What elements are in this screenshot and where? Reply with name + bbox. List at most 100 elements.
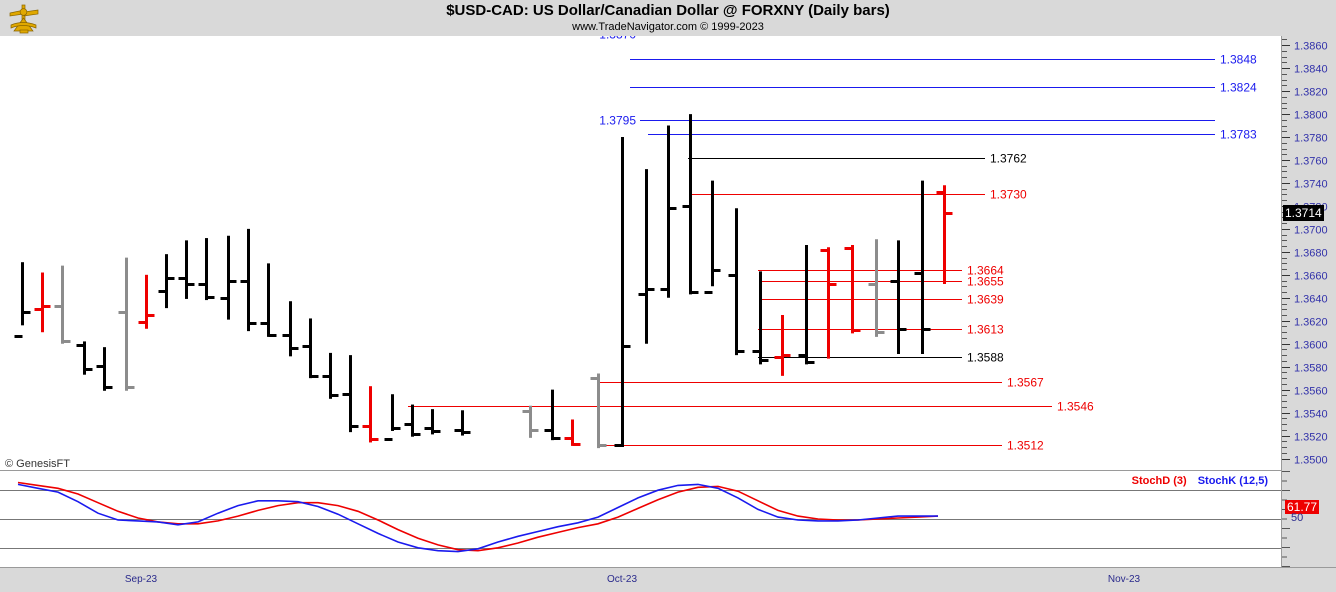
- ohlc-bar: [322, 352, 339, 399]
- ohlc-bar: [728, 208, 745, 356]
- ohlc-bar: [260, 263, 277, 337]
- price-tick-label: 1.3500: [1294, 455, 1328, 467]
- level-label: 1.3730: [990, 188, 1027, 202]
- stochk-line: [17, 483, 938, 553]
- level-label: 1.3512: [1007, 439, 1044, 453]
- level-label: 1.3588: [967, 351, 1004, 365]
- price-tick-label: 1.3620: [1294, 317, 1328, 329]
- price-tick-label: 1.3560: [1294, 386, 1328, 398]
- ohlc-bar: [798, 244, 815, 365]
- level-line: 1.3613: [758, 323, 1004, 337]
- price-tick-label: 1.3600: [1294, 340, 1328, 352]
- ohlc-bar: [614, 137, 631, 448]
- level-label: 1.3795: [599, 114, 636, 128]
- level-label: 1.3848: [1220, 53, 1257, 67]
- price-tick-label: 1.3680: [1294, 248, 1328, 260]
- level-line: 1.3762: [688, 152, 1027, 166]
- price-chart-svg: 1.3870 1.3848 1.3824 1.3795 1.3783 1.3762 1.37…: [14, 36, 1257, 453]
- stochastic-legend: StochD (3) StochK (12,5): [1132, 475, 1268, 487]
- genesis-surveyor-logo-icon: [4, 1, 44, 35]
- level-line: 1.3783: [648, 128, 1257, 142]
- price-tick-label: 1.3640: [1294, 294, 1328, 306]
- ohlc-bar: [198, 238, 215, 301]
- ohlc-bar: [14, 262, 31, 338]
- ohlc-bar: [522, 405, 539, 438]
- level-line: 1.3655: [760, 275, 1004, 289]
- level-line: 1.3639: [760, 293, 1004, 307]
- date-axis: Sep-23 Oct-23 Nov-23: [0, 567, 1336, 592]
- ohlc-bar: [76, 341, 93, 375]
- price-axis[interactable]: 1.3860 1.3840 1.3820 1.3800 1.3780 1.3760 1.37…: [1281, 36, 1336, 567]
- ohlc-bar: [590, 373, 607, 449]
- ohlc-bar: [660, 125, 677, 298]
- ohlc-bar: [220, 235, 237, 320]
- price-tick-label: 1.3860: [1294, 41, 1328, 53]
- ohlc-bar: [240, 228, 257, 332]
- ohlc-bar: [868, 239, 885, 337]
- level-label: 1.3870: [599, 36, 636, 42]
- level-line: 1.3824: [630, 81, 1257, 95]
- date-tick-label: Nov-23: [1107, 574, 1141, 585]
- ohlc-bar: [138, 274, 155, 329]
- stochd-legend-label: StochD (3): [1131, 475, 1187, 487]
- ohlc-bar: [54, 265, 71, 344]
- date-tick-label: Oct-23: [606, 574, 638, 585]
- level-line: 1.3870: [599, 36, 636, 42]
- price-tick-label: 1.3520: [1294, 432, 1328, 444]
- level-line: 1.3567: [598, 376, 1044, 390]
- ohlc-bar: [752, 271, 769, 365]
- price-axis-svg: 1.3860 1.3840 1.3820 1.3800 1.3780 1.3760 1.37…: [1282, 39, 1328, 567]
- level-line: 1.3848: [630, 53, 1257, 67]
- level-label: 1.3655: [967, 275, 1004, 289]
- price-tick-label: 1.3800: [1294, 110, 1328, 122]
- date-tick-label: Sep-23: [124, 574, 158, 585]
- level-line: 1.3546: [408, 400, 1094, 414]
- chart-header: $USD-CAD: US Dollar/Canadian Dollar @ FO…: [0, 0, 1336, 36]
- ohlc-bar: [454, 410, 471, 436]
- ohlc-bar: [936, 185, 953, 284]
- ohlc-bar: [704, 180, 721, 294]
- price-tick-label: 1.3760: [1294, 156, 1328, 168]
- level-line: 1.3664: [758, 264, 1004, 278]
- chart-subtitle: www.TradeNavigator.com © 1999-2023: [572, 21, 764, 33]
- ohlc-bar: [96, 347, 113, 391]
- price-tick-label: 1.3700: [1294, 225, 1328, 237]
- ohlc-bar: [424, 409, 441, 435]
- price-chart-pane[interactable]: 1.3870 1.3848 1.3824 1.3795 1.3783 1.3762 1.37…: [0, 36, 1281, 471]
- stochastic-pane[interactable]: [0, 471, 1281, 567]
- watermark: © GenesisFT: [5, 458, 70, 470]
- level-line: 1.3588: [758, 351, 1004, 365]
- ohlc-bar: [638, 169, 655, 344]
- ohlc-bar: [564, 419, 581, 446]
- ohlc-bar: [302, 318, 319, 379]
- level-label: 1.3664: [967, 264, 1004, 278]
- level-label: 1.3639: [967, 293, 1004, 307]
- price-tick-label: 1.3580: [1294, 363, 1328, 375]
- level-label: 1.3783: [1220, 128, 1257, 142]
- current-price-badge: 1.3714: [1283, 204, 1324, 221]
- ohlc-bar: [362, 386, 379, 443]
- ohlc-bar: [158, 254, 175, 309]
- stochastic-mid-label: 50: [1291, 512, 1304, 524]
- level-line: 1.3730: [690, 188, 1027, 202]
- ohlc-bar: [118, 257, 135, 391]
- stochd-line: [17, 481, 939, 552]
- level-label: 1.3824: [1220, 81, 1257, 95]
- ohlc-bar: [342, 355, 359, 433]
- ohlc-bar: [914, 180, 931, 355]
- price-tick-label: 1.3780: [1294, 133, 1328, 145]
- price-tick-label: 1.3740: [1294, 179, 1328, 191]
- stochastic-svg: [0, 481, 1281, 553]
- ohlc-bar: [774, 315, 791, 376]
- ohlc-bar: [384, 394, 401, 441]
- ohlc-bar: [282, 301, 299, 357]
- page-title: $USD-CAD: US Dollar/Canadian Dollar @ FO…: [446, 2, 890, 19]
- price-tick-label: 1.3540: [1294, 409, 1328, 421]
- level-line: 1.3512: [598, 439, 1044, 453]
- ohlc-bar: [682, 114, 699, 295]
- level-label: 1.3613: [967, 323, 1004, 337]
- level-label: 1.3762: [990, 152, 1027, 166]
- level-line: 1.3795: [599, 114, 1215, 128]
- ohlc-bar: [178, 240, 195, 299]
- ohlc-bar: [544, 389, 561, 441]
